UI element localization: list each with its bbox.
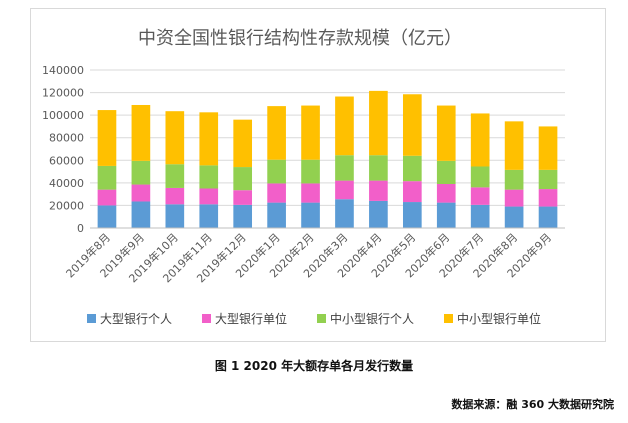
bar-segment — [199, 112, 219, 166]
bar-segment — [267, 159, 286, 184]
y-tick-label: 120000 — [42, 87, 84, 100]
bar-segment — [470, 166, 490, 188]
bar-segment — [267, 183, 286, 203]
bar-segment — [402, 94, 422, 156]
chart-title: 中资全国性银行结构性存款规模（亿元） — [138, 28, 462, 49]
y-tick-label: 20000 — [49, 199, 84, 212]
bar-segment — [165, 164, 185, 188]
bar-segment — [131, 184, 151, 202]
legend-item: 大型银行单位 — [201, 310, 287, 327]
bar-segment — [301, 183, 320, 203]
bar-segment — [369, 200, 388, 228]
bar-segment — [369, 90, 388, 156]
bar-segment — [538, 126, 558, 170]
legend-item: 中小型银行个人 — [317, 310, 414, 327]
bar-segment — [335, 96, 354, 156]
bar-segment — [335, 199, 354, 228]
bar-segment — [301, 159, 320, 184]
legend-swatch — [201, 314, 211, 323]
bar-segment — [301, 202, 320, 228]
bar-segment — [267, 106, 286, 160]
bar-segment — [267, 202, 286, 228]
bar-segment — [402, 181, 422, 203]
legend-label: 大型银行单位 — [214, 312, 287, 326]
bar-segment — [199, 165, 219, 189]
legend-label: 大型银行个人 — [99, 312, 172, 326]
bar-segment — [504, 206, 524, 228]
bar-segment — [436, 183, 456, 203]
bar-segment — [436, 202, 456, 228]
bar-segment — [131, 160, 151, 185]
y-tick-label: 100000 — [42, 109, 84, 122]
bar-segment — [504, 121, 524, 170]
bar-segment — [233, 167, 253, 191]
y-tick-label: 140000 — [42, 64, 84, 77]
bar-segment — [335, 180, 354, 200]
bar-segment — [504, 189, 524, 207]
bar-segment — [233, 204, 253, 228]
bar-segment — [470, 187, 490, 205]
legend-swatch — [317, 314, 326, 323]
y-tick-label: 0 — [77, 222, 84, 235]
y-tick-label: 80000 — [49, 132, 84, 145]
bar-segment — [165, 111, 185, 165]
y-tick-label: 60000 — [49, 154, 84, 167]
bar-segment — [369, 180, 388, 201]
bar-segment — [97, 110, 117, 166]
bar-segment — [199, 188, 219, 205]
legend-item: 中小型银行单位 — [444, 310, 541, 327]
bar-segment — [165, 204, 185, 228]
bar-segment — [436, 105, 456, 161]
y-tick-label: 40000 — [49, 177, 84, 190]
bar-segment — [233, 119, 253, 168]
bar-segment — [97, 189, 117, 206]
bar-segment — [335, 155, 354, 181]
bar-segment — [131, 201, 151, 228]
bar-segment — [97, 165, 117, 190]
figure-caption: 图 1 2020 年大额存单各月发行数量 — [214, 359, 414, 373]
legend-label: 中小型银行个人 — [330, 312, 415, 326]
bar-segment — [402, 202, 422, 228]
bar-segment — [165, 187, 185, 205]
legend-label: 中小型银行单位 — [457, 312, 542, 326]
bar-segment — [402, 155, 422, 182]
bar-segment — [199, 204, 219, 228]
bar-segment — [538, 189, 558, 207]
bar-segment — [470, 204, 490, 228]
bar-segment — [436, 160, 456, 184]
legend-item: 大型银行个人 — [86, 310, 172, 327]
legend-swatch — [86, 314, 96, 323]
bar-segment — [538, 206, 558, 228]
bar-segment — [470, 113, 490, 167]
bar-segment — [504, 169, 524, 190]
bar-segment — [233, 190, 253, 205]
bar-segment — [131, 104, 151, 161]
bar-segment — [538, 169, 558, 190]
bar-segment — [301, 105, 320, 160]
legend-swatch — [444, 314, 454, 323]
bar-segment — [97, 205, 117, 228]
data-source: 数据来源：融 360 大数据研究院 — [451, 398, 614, 411]
bar-segment — [369, 155, 388, 181]
legend: 大型银行个人 大型银行单位 中小型银行个人 中小型银行单位 — [0, 310, 628, 327]
